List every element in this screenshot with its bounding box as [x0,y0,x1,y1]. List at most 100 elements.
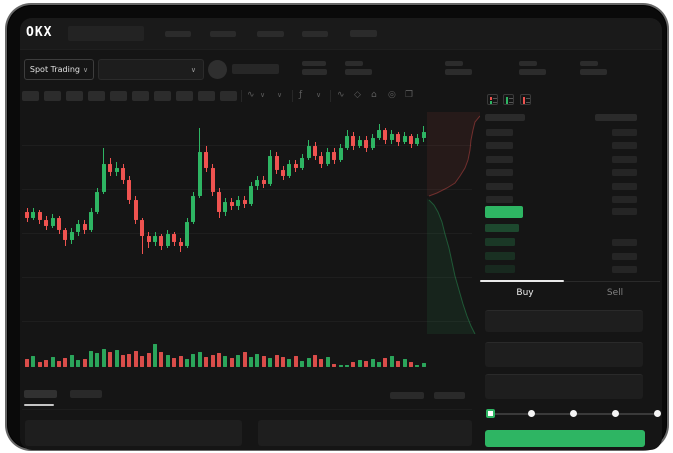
volume-bar [389,356,394,367]
bid-price-placeholder[interactable] [485,224,519,232]
bid-price-placeholder[interactable] [485,252,515,260]
submit-buy-button[interactable] [485,430,645,447]
volume-bar [69,355,74,367]
volume-bar [415,365,420,367]
timeframe-button-placeholder[interactable] [22,91,39,101]
candle-up [325,152,330,164]
chevron-down-icon[interactable]: ∨ [260,91,266,99]
amount-input-placeholder[interactable] [485,342,643,367]
price-input-placeholder[interactable] [485,310,643,332]
candle-down [293,164,298,168]
volume-bar [402,359,407,367]
bid-price-placeholder[interactable] [485,238,515,246]
line-tool-icon[interactable]: ∿ [337,90,345,100]
snapshot-icon[interactable]: ⌂ [371,90,377,100]
timeframe-button-placeholder[interactable] [220,91,237,101]
ask-price-placeholder[interactable] [486,156,513,163]
candle-up [377,130,381,138]
nav-item-placeholder[interactable] [350,30,377,37]
bid-amount-placeholder [612,253,637,260]
tab-buy[interactable]: Buy [516,288,534,298]
chevron-down-icon[interactable]: ∨ [277,91,283,99]
volume-bar [409,362,413,367]
slider-handle[interactable] [486,409,495,418]
timeframe-button-placeholder[interactable] [110,91,127,101]
depth-profile-chart [427,112,480,334]
candle-up [197,152,202,196]
timeframe-button-placeholder[interactable] [88,91,105,101]
pair-selector-dropdown[interactable]: ∨ [98,59,204,80]
ask-price-placeholder[interactable] [486,196,513,203]
indicators-fx-icon[interactable]: ƒ [299,90,303,100]
market-type-dropdown[interactable]: Spot Trading ∨ [24,59,94,80]
bid-amount-placeholder [612,266,637,273]
nav-item-placeholder[interactable] [257,31,284,37]
orderbook-asks-view-icon[interactable] [520,94,531,105]
candle-up [31,212,36,218]
slider-stop-dot[interactable] [528,410,535,417]
timeframe-button-placeholder[interactable] [66,91,83,101]
timeframe-button-placeholder[interactable] [44,91,61,101]
orderbook-bids-view-icon[interactable] [503,94,514,105]
slider-stop-dot[interactable] [612,410,619,417]
candle-down [396,134,401,142]
volume-bar [351,362,356,367]
bottom-action-placeholder[interactable] [434,392,465,399]
candle-down [319,156,324,164]
bottom-action-placeholder[interactable] [390,392,424,399]
bottom-tab-placeholder[interactable] [24,390,57,398]
volume-bar [242,352,247,367]
candle-up [69,232,74,240]
candle-up [255,180,260,186]
total-input-placeholder[interactable] [485,374,643,399]
volume-bar [306,358,311,367]
volume-bar [338,365,343,367]
candle-up [300,158,305,168]
nav-item-placeholder[interactable] [165,31,191,37]
ask-price-placeholder[interactable] [486,183,513,190]
volume-bar [364,361,369,367]
toolbar-divider [292,90,293,102]
volume-bar [101,349,106,367]
tab-sell[interactable]: Sell [606,288,624,298]
candle-wick [141,218,143,254]
candle-down [242,200,247,204]
ask-price-placeholder[interactable] [486,129,513,136]
volume-bar [121,355,125,367]
volume-bar [274,355,279,367]
bottom-divider [22,409,472,410]
ask-price-placeholder[interactable] [486,169,513,176]
volume-bar [313,355,317,367]
bottom-tab-placeholder[interactable] [70,390,102,398]
orderbook-split-view-icon[interactable] [487,94,498,105]
bid-price-placeholder[interactable] [485,265,515,273]
orders-panel-placeholder [25,420,242,446]
search-placeholder[interactable] [68,26,144,41]
slider-stop-dot[interactable] [654,410,661,417]
timeframe-button-placeholder[interactable] [154,91,171,101]
volume-bar [146,353,151,367]
volume-bar [50,357,55,367]
last-price-highlight[interactable] [485,206,523,218]
timeframe-button-placeholder[interactable] [198,91,215,101]
trade-tabs: Buy Sell [480,283,660,303]
toolbar-divider [330,90,331,102]
okx-logo: OKX [26,25,53,40]
chevron-down-icon[interactable]: ∨ [316,91,322,99]
timeframe-button-placeholder[interactable] [176,91,193,101]
volume-bar [63,358,68,367]
volume-bar [204,357,209,367]
chart-type-icon[interactable]: ∿ [247,90,255,100]
draw-tool-icon[interactable]: ◇ [354,90,361,100]
fullscreen-icon[interactable]: ❐ [405,90,414,100]
slider-stop-dot[interactable] [570,410,577,417]
ask-price-placeholder[interactable] [486,142,513,149]
candle-up [249,186,253,204]
candle-up [153,236,157,242]
nav-item-placeholder[interactable] [302,31,328,37]
volume-bar [114,350,119,367]
timeframe-button-placeholder[interactable] [132,91,149,101]
settings-icon[interactable]: ◎ [388,90,396,100]
nav-item-placeholder[interactable] [210,31,236,37]
